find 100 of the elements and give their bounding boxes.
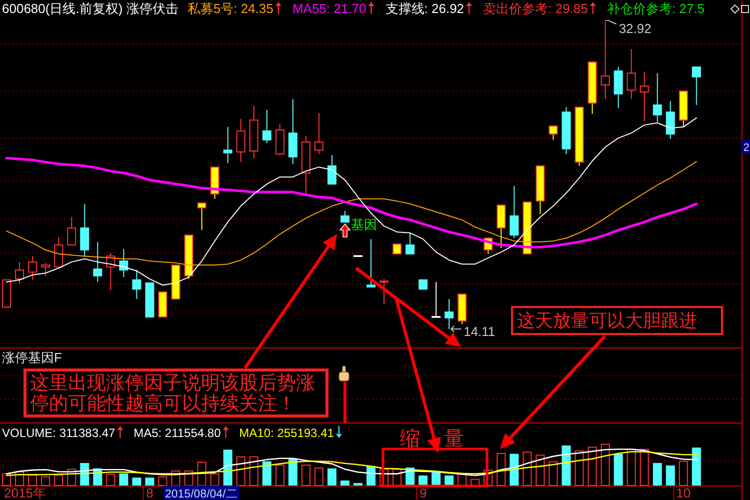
bar — [640, 448, 649, 486]
bar — [314, 468, 324, 486]
bar — [249, 456, 258, 486]
candlestick — [327, 154, 336, 185]
bar — [210, 473, 220, 486]
candlestick — [652, 72, 662, 122]
candlestick — [301, 135, 310, 194]
bar — [288, 458, 298, 486]
bar — [340, 480, 350, 486]
bar — [510, 454, 519, 486]
candlestick — [510, 185, 519, 239]
bar — [614, 454, 623, 486]
candlestick — [444, 298, 454, 330]
text: MA5: 211554.80 — [134, 426, 222, 440]
bar — [574, 450, 584, 486]
bar — [275, 464, 284, 486]
bar — [444, 475, 454, 486]
candlestick — [314, 112, 324, 155]
bar — [626, 448, 636, 486]
bar — [536, 454, 545, 486]
bar — [15, 471, 24, 486]
candlestick — [600, 20, 610, 100]
candlestick — [119, 248, 128, 278]
candlestick — [15, 261, 24, 284]
candlestick — [132, 269, 142, 300]
candlestick — [197, 202, 206, 231]
candlestick — [262, 109, 272, 144]
candlestick — [93, 241, 102, 283]
bar — [418, 475, 428, 486]
candlestick — [640, 71, 649, 122]
bar — [54, 474, 64, 486]
bar — [184, 470, 194, 486]
bar — [652, 462, 662, 486]
bar — [158, 476, 168, 486]
candlestick — [626, 48, 636, 100]
candlestick — [574, 106, 584, 166]
bar — [2, 473, 12, 486]
bar — [600, 444, 610, 486]
candlestick — [432, 282, 441, 318]
candlestick — [80, 203, 90, 258]
bar — [41, 476, 50, 486]
text: 2 — [743, 142, 750, 154]
bar — [223, 450, 232, 486]
bar — [666, 465, 675, 486]
candlestick — [406, 232, 415, 254]
bar — [548, 461, 558, 486]
bar — [484, 470, 493, 486]
annotation: 基因 — [351, 217, 377, 232]
bar — [692, 448, 701, 486]
text: 支撑线: 26.92 — [385, 1, 464, 16]
text: 2015/08/04/二 — [165, 488, 238, 500]
bar — [380, 468, 389, 486]
candlestick — [54, 236, 64, 268]
candlestick — [236, 118, 246, 163]
candlestick — [340, 210, 350, 223]
x-tick-label: 9 — [419, 486, 427, 500]
candlestick — [249, 105, 258, 159]
candlestick — [548, 125, 558, 140]
bar — [119, 473, 128, 486]
bar — [432, 472, 441, 486]
candlestick — [223, 126, 232, 164]
bar — [236, 456, 246, 486]
text: 私募5号: 24.35 — [187, 1, 274, 16]
annotation: 2015年 — [4, 486, 46, 500]
bar — [562, 445, 571, 486]
candlestick — [288, 98, 298, 164]
bar — [327, 468, 336, 486]
annotation: 这天放量可以大胆跟进 — [517, 310, 697, 330]
bar — [197, 462, 206, 486]
chart-title: 600680(日线.前复权) 涨停伏击 — [2, 1, 178, 16]
annotation: 14.11 — [464, 324, 496, 339]
text: VOLUME: 311383.47 — [2, 426, 116, 440]
text: 缩 量 — [400, 428, 464, 450]
candlestick — [692, 66, 701, 106]
bar — [106, 474, 116, 486]
bar — [171, 470, 180, 486]
candlestick — [496, 204, 506, 249]
candlestick — [380, 278, 389, 304]
bar — [67, 468, 76, 486]
bar — [132, 478, 142, 486]
bar — [678, 460, 688, 486]
bar — [496, 452, 506, 486]
candlestick — [28, 256, 38, 280]
bar — [392, 468, 402, 486]
bar — [262, 461, 272, 486]
bar — [588, 446, 597, 486]
candlestick — [536, 165, 545, 215]
text: MA10: 255193.41 — [239, 426, 334, 440]
candlestick — [614, 66, 623, 109]
candlestick — [67, 216, 76, 246]
text: 补仓价参考: 27.5 — [607, 1, 705, 16]
chart-title: 涨停基因F — [2, 350, 62, 365]
bar — [301, 464, 310, 486]
text: MA55: 21.70 — [292, 1, 366, 16]
x-tick-label: 10 — [676, 486, 691, 500]
x-tick-label: 8 — [146, 486, 154, 500]
candlestick — [41, 262, 50, 276]
annotation: 32.92 — [618, 21, 652, 36]
candlestick — [106, 252, 116, 291]
annotation: 这里出现涨停因子说明该股后势涨停的可能性越高可以持续关注！ — [30, 372, 315, 415]
